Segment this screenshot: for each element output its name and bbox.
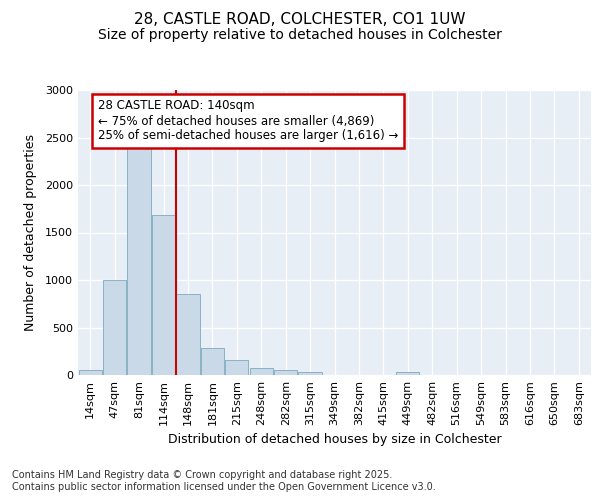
Bar xyxy=(176,294,200,375)
Bar xyxy=(396,372,419,375)
Y-axis label: Number of detached properties: Number of detached properties xyxy=(23,134,37,331)
Text: Size of property relative to detached houses in Colchester: Size of property relative to detached ho… xyxy=(98,28,502,42)
Bar xyxy=(201,348,224,375)
Bar xyxy=(298,372,322,375)
Text: Contains HM Land Registry data © Crown copyright and database right 2025.
Contai: Contains HM Land Registry data © Crown c… xyxy=(12,470,436,492)
Bar xyxy=(274,370,297,375)
Bar xyxy=(250,368,273,375)
Bar xyxy=(152,216,175,375)
Bar xyxy=(127,138,151,375)
Text: 28, CASTLE ROAD, COLCHESTER, CO1 1UW: 28, CASTLE ROAD, COLCHESTER, CO1 1UW xyxy=(134,12,466,28)
Bar xyxy=(225,360,248,375)
Text: 28 CASTLE ROAD: 140sqm
← 75% of detached houses are smaller (4,869)
25% of semi-: 28 CASTLE ROAD: 140sqm ← 75% of detached… xyxy=(98,100,398,142)
X-axis label: Distribution of detached houses by size in Colchester: Distribution of detached houses by size … xyxy=(167,434,502,446)
Bar xyxy=(103,280,126,375)
Bar xyxy=(79,370,102,375)
